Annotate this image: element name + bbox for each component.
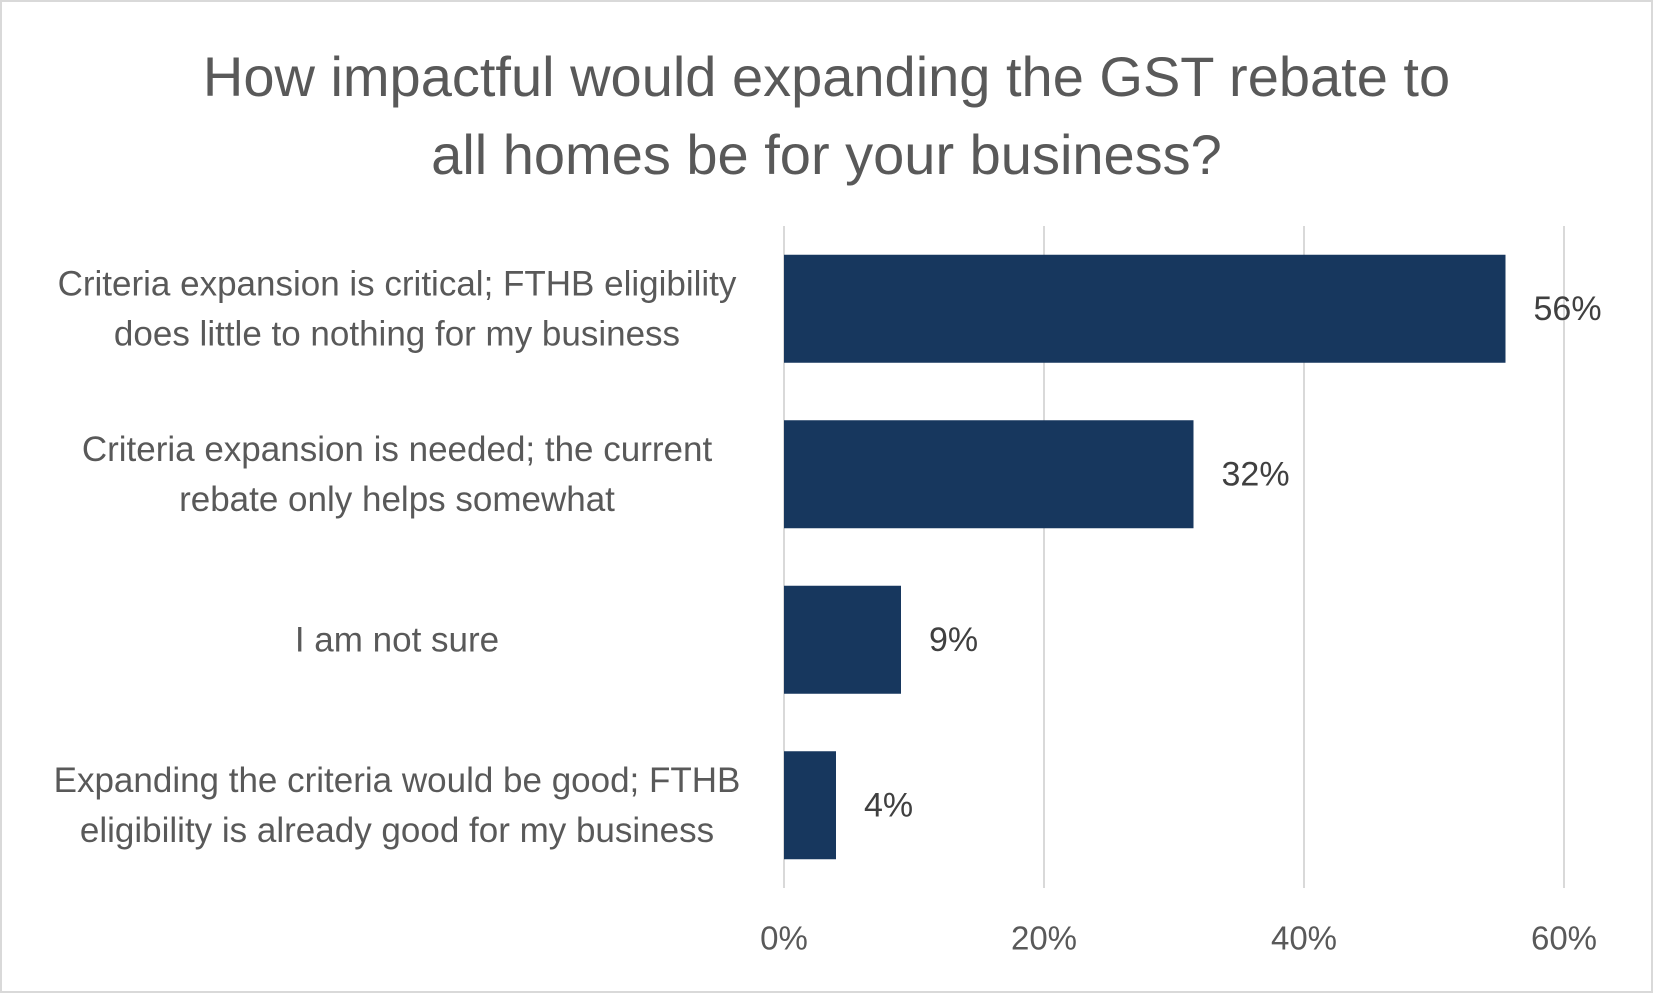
- data-label-1: 32%: [1222, 455, 1290, 493]
- bar-3: [784, 751, 836, 860]
- category-label-1-line-0: Criteria expansion is needed; the curren…: [82, 430, 713, 469]
- bar-2: [784, 585, 901, 694]
- bar-0: [784, 254, 1506, 363]
- category-label-0-line-1: does little to nothing for my business: [114, 314, 680, 353]
- bar-1: [784, 420, 1194, 529]
- x-tick-label-3: 60%: [1531, 920, 1597, 957]
- chart-title: How impactful would expanding the GST re…: [202, 45, 1451, 186]
- x-axis-ticks: 0% 20% 40% 60%: [760, 920, 1597, 957]
- category-label-0-line-0: Criteria expansion is critical; FTHB eli…: [58, 264, 737, 303]
- bars: [784, 254, 1506, 860]
- category-label-1-line-1: rebate only helps somewhat: [179, 480, 615, 519]
- data-label-0: 56%: [1534, 290, 1602, 328]
- data-label-2: 9%: [929, 621, 978, 659]
- category-label-3-line-1: eligibility is already good for my busin…: [80, 811, 714, 850]
- data-label-3: 4%: [864, 786, 913, 824]
- category-label-3-line-0: Expanding the criteria would be good; FT…: [54, 761, 741, 800]
- x-tick-label-1: 20%: [1011, 920, 1077, 957]
- x-tick-label-0: 0%: [760, 920, 808, 957]
- category-label-2-line-0: I am not sure: [295, 620, 499, 659]
- labels: 56% Criteria expansion is critical; FTHB …: [54, 264, 1602, 850]
- x-tick-label-2: 40%: [1271, 920, 1337, 957]
